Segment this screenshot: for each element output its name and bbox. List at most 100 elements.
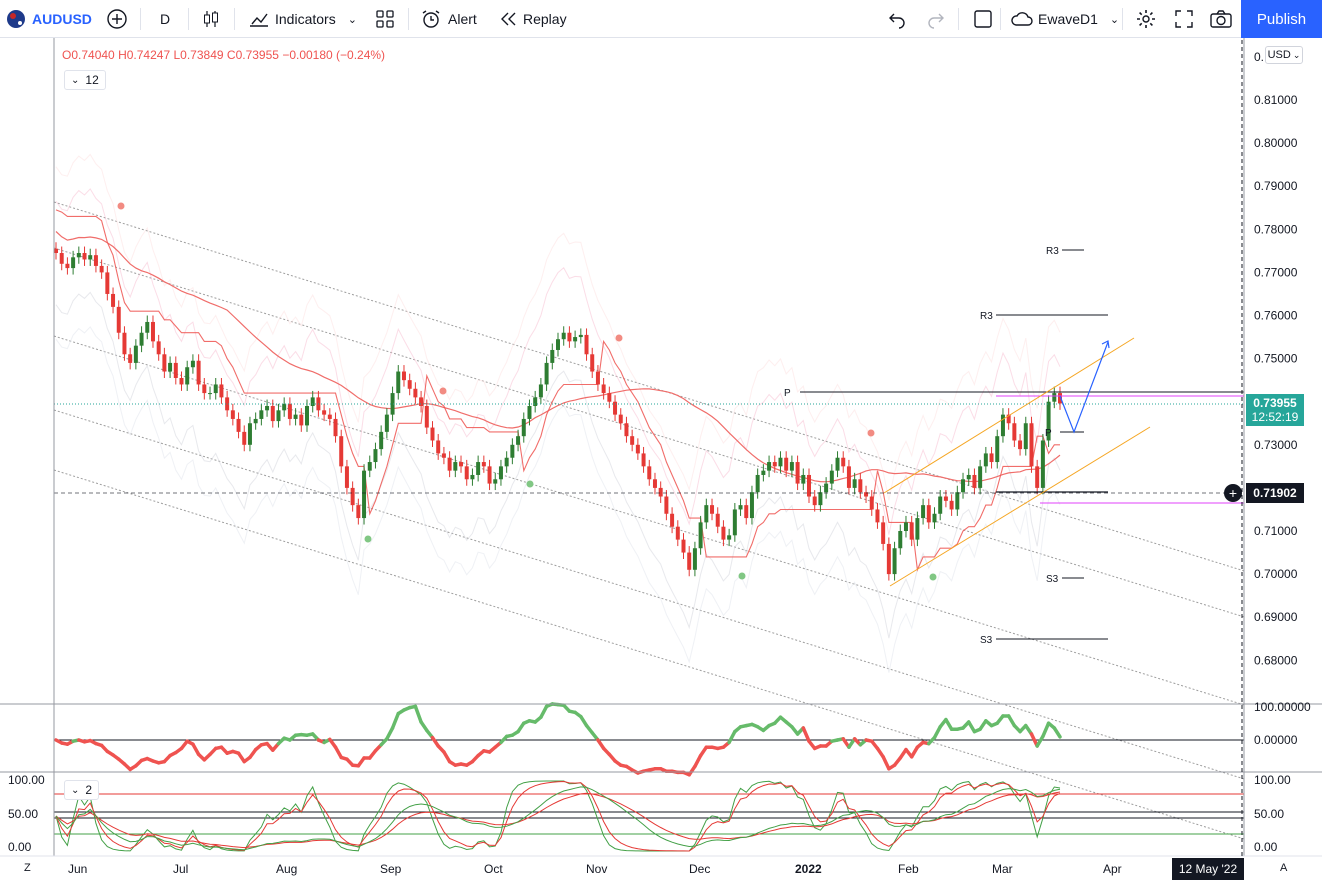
- layout-name-button[interactable]: EwaveD1 ⌄: [1010, 0, 1119, 38]
- indicators-button[interactable]: Indicators ⌄: [248, 0, 357, 38]
- candle-body: [139, 332, 144, 346]
- add-symbol-icon: [107, 9, 127, 29]
- close-value: 0.73955: [235, 48, 279, 62]
- publish-button[interactable]: Publish: [1241, 0, 1322, 38]
- candle-body: [453, 462, 458, 471]
- osc1-tick-label: 0.00000: [1254, 733, 1298, 747]
- compare-button[interactable]: [106, 0, 128, 38]
- candle-body: [459, 462, 464, 467]
- price-tick-label: 0.68000: [1254, 653, 1298, 667]
- alert-button[interactable]: Alert: [420, 0, 477, 38]
- candle-body: [105, 272, 110, 294]
- candle-body: [932, 513, 937, 523]
- time-tick-label: Feb: [898, 862, 919, 876]
- crosshair-price-tag: 0.71902: [1246, 483, 1304, 503]
- rising-channel-upper: [883, 337, 1135, 494]
- candle-body: [772, 462, 777, 467]
- snapshot-button[interactable]: [1209, 0, 1233, 38]
- envelope-line: [55, 153, 1061, 501]
- rewind-icon: [501, 12, 516, 26]
- zoom-toggle[interactable]: Z: [24, 862, 31, 874]
- high-value: 0.74247: [126, 48, 171, 62]
- time-tick-label: Jun: [68, 862, 88, 876]
- indicators-toggle-button[interactable]: ⌄ 12: [64, 70, 106, 90]
- chart-type-button[interactable]: [200, 0, 222, 38]
- redo-button[interactable]: [926, 0, 946, 38]
- fullscreen-button[interactable]: [1173, 0, 1195, 38]
- stoch-fast-d: [55, 780, 1061, 852]
- overlay-drawings: R3 R3 P P S3 S3: [54, 202, 1244, 646]
- osc-indicators-toggle-button[interactable]: ⌄ 2: [64, 780, 100, 800]
- rising-channel-lower: [889, 426, 1151, 587]
- chevron-down-icon: ⌄: [1109, 13, 1120, 26]
- chevron-down-icon: ⌄: [347, 13, 357, 26]
- arrowhead: [1101, 340, 1110, 349]
- replay-button[interactable]: Replay: [499, 0, 567, 38]
- interval-button[interactable]: D: [160, 0, 170, 38]
- fullscreen-toggle-button[interactable]: [972, 0, 994, 38]
- undo-button[interactable]: [887, 0, 907, 38]
- candle-body: [236, 418, 241, 432]
- candle-body: [829, 470, 834, 484]
- candle-body: [516, 436, 521, 445]
- candle-body: [521, 418, 526, 437]
- pivot-s3-lower-label: S3: [980, 635, 993, 646]
- momentum-segment: [801, 726, 811, 743]
- candle-body: [658, 487, 663, 497]
- layouts-button[interactable]: [375, 0, 395, 38]
- signal-dot: [867, 429, 875, 437]
- symbol-button[interactable]: AUDUSD: [6, 0, 92, 38]
- candle-body: [413, 388, 418, 398]
- candle-body: [778, 457, 783, 467]
- candle-body: [647, 466, 652, 480]
- candle-body: [972, 474, 977, 488]
- candle-body: [128, 354, 133, 363]
- candle-body: [401, 371, 406, 381]
- candle-body: [755, 474, 760, 493]
- price-tick-label: 0.69000: [1254, 610, 1298, 624]
- signal-dot: [615, 334, 623, 342]
- cloud-icon: [1011, 12, 1033, 26]
- momentum-segment: [539, 704, 549, 719]
- momentum-segment: [909, 745, 920, 759]
- moving-average-line: [55, 231, 1061, 483]
- candle-body: [384, 414, 389, 432]
- signal-dot: [117, 202, 125, 210]
- candle-body: [310, 397, 315, 407]
- price-tick-label: 0.: [1254, 50, 1264, 64]
- candle-body: [510, 444, 515, 458]
- settings-button[interactable]: [1135, 0, 1157, 38]
- candle-body: [869, 496, 874, 510]
- candle-body: [698, 522, 703, 549]
- envelope-line: [55, 326, 1061, 673]
- candle-body: [1006, 414, 1011, 424]
- candle-body: [162, 354, 167, 372]
- currency-selector[interactable]: USD ⌄: [1265, 46, 1303, 64]
- signal-dot: [738, 572, 746, 580]
- candle-body: [978, 466, 983, 488]
- pivot-r3-upper-label: R3: [1046, 246, 1059, 257]
- candle-body: [441, 453, 446, 458]
- pivot-s3-upper-label: S3: [1046, 574, 1059, 585]
- candle-body: [909, 522, 914, 540]
- candle-body: [635, 444, 640, 454]
- price-tick-label: 0.75000: [1254, 352, 1298, 366]
- candle-body: [727, 535, 732, 540]
- time-tick-label: Oct: [484, 862, 503, 876]
- indicators-label: Indicators: [275, 11, 336, 27]
- osc2-right-tick-label: 100.00: [1254, 773, 1291, 787]
- candle-body: [1000, 414, 1005, 437]
- channel-line: [53, 469, 1245, 840]
- candle-body: [373, 449, 378, 463]
- candle-body: [504, 457, 509, 467]
- add-alert-plus-icon[interactable]: +: [1224, 484, 1242, 502]
- candle-body: [692, 548, 697, 570]
- redo-icon: [928, 13, 944, 29]
- momentum-segment: [333, 745, 343, 760]
- candle-body: [481, 462, 486, 467]
- candle-body: [242, 431, 247, 445]
- momentum-segment: [390, 711, 401, 730]
- auto-scale-toggle[interactable]: A: [1280, 862, 1288, 874]
- momentum-segment: [191, 742, 201, 757]
